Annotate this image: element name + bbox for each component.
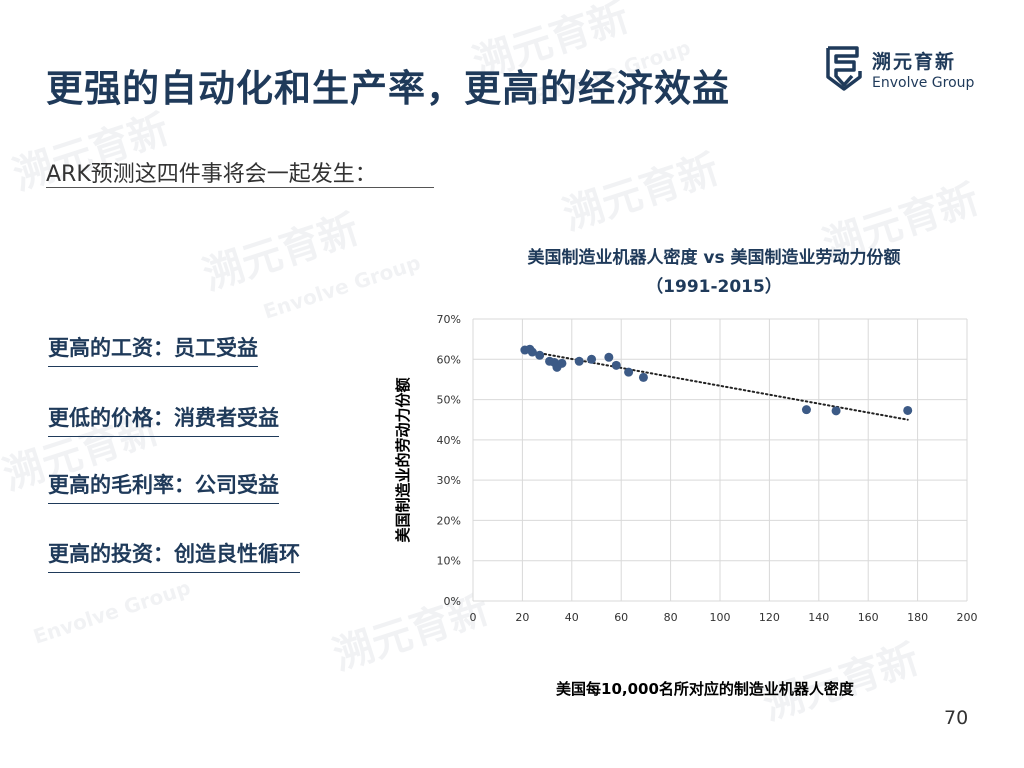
watermark: Envolve Group — [30, 575, 194, 649]
x-tick-label: 60 — [614, 611, 628, 624]
y-tick-label: 60% — [437, 353, 461, 366]
x-tick-label: 140 — [808, 611, 829, 624]
benefit-item: 更低的价格：消费者受益 — [48, 402, 279, 437]
subtitle-underline — [46, 187, 434, 188]
envolve-logo-icon — [826, 46, 862, 91]
chart-title: 美国制造业机器人密度 vs 美国制造业劳动力份额 — [527, 248, 901, 268]
data-point — [557, 358, 567, 368]
watermark: 溯元育新 — [558, 146, 725, 240]
scatter-chart: 0% 10% 20% 30% 40% 50% 60% 70% 0 20 40 60 80 100 120 14… — [394, 313, 978, 624]
data-point — [604, 352, 614, 362]
y-tick-label: 40% — [437, 434, 461, 447]
x-tick-label: 180 — [907, 611, 928, 624]
chart-title-years: （1991-2015） — [646, 277, 782, 297]
page-number: 70 — [944, 707, 969, 729]
y-tick-label: 70% — [437, 313, 461, 326]
benefit-item: 更高的毛利率：公司受益 — [48, 469, 279, 504]
data-point — [611, 360, 621, 370]
subtitle: ARK预测这四件事将会一起发生： — [46, 162, 377, 187]
data-point — [527, 347, 537, 357]
x-axis-label: 美国每10,000名所对应的制造业机器人密度 — [556, 680, 854, 698]
data-point — [574, 356, 584, 366]
x-tick-label: 20 — [515, 611, 529, 624]
logo-name-en: Envolve Group — [872, 75, 975, 91]
data-point — [587, 354, 597, 364]
data-point — [831, 406, 841, 416]
x-tick-label: 80 — [664, 611, 678, 624]
data-point — [903, 405, 913, 415]
benefit-item: 更高的投资：创造良性循环 — [48, 538, 300, 573]
data-point — [638, 372, 648, 382]
watermark: 溯元育新 — [198, 206, 365, 300]
logo-name-cn: 溯元育新 — [872, 51, 957, 73]
x-tick-label: 120 — [759, 611, 780, 624]
x-tick-label: 100 — [710, 611, 731, 624]
data-point — [801, 405, 811, 415]
trend-line — [521, 349, 909, 421]
data-point — [535, 350, 545, 360]
benefit-item: 更高的工资：员工受益 — [48, 332, 258, 367]
y-tick-label: 50% — [437, 394, 461, 407]
data-point — [624, 367, 634, 377]
y-tick-label: 10% — [437, 555, 461, 568]
y-tick-label: 20% — [437, 514, 461, 527]
page-title: 更强的自动化和生产率，更高的经济效益 — [46, 67, 730, 110]
brand-logo: 溯元育新 Envolve Group — [826, 43, 976, 99]
x-tick-label: 200 — [957, 611, 978, 624]
x-tick-label: 40 — [565, 611, 579, 624]
y-tick-label: 0% — [444, 595, 461, 608]
x-tick-label: 0 — [470, 611, 477, 624]
y-tick-label: 30% — [437, 474, 461, 487]
x-tick-label: 160 — [858, 611, 879, 624]
y-axis-label: 美国制造业的劳动力份额 — [394, 377, 412, 542]
